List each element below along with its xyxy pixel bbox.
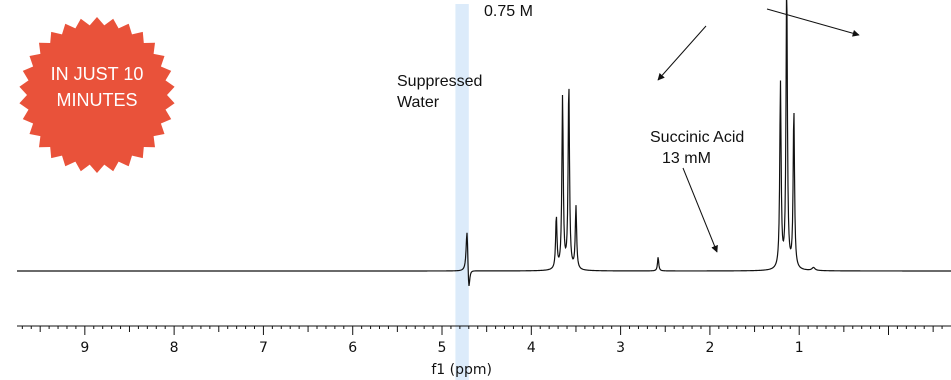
suppressed-water-highlight-band bbox=[455, 4, 469, 380]
promo-badge: IN JUST 10 MINUTES bbox=[19, 17, 175, 173]
spectrum-trace bbox=[17, 0, 951, 287]
x-tick-label: 3 bbox=[616, 340, 625, 356]
x-tick-label: 8 bbox=[170, 340, 179, 356]
x-tick-label: 5 bbox=[438, 340, 447, 356]
annotation-water-line-2: Water bbox=[397, 94, 440, 111]
annotation-ethanol-line-1: 0.75 M bbox=[484, 3, 533, 20]
annotation-succinic: Succinic Acid 13 mM bbox=[650, 129, 744, 253]
x-tick-label: 6 bbox=[348, 340, 357, 356]
x-tick-label: 4 bbox=[527, 340, 536, 356]
x-axis-tick-labels: 9 8 7 6 5 4 3 2 1 bbox=[80, 340, 803, 356]
annotation-water-line-1: Suppressed bbox=[397, 73, 482, 90]
x-tick-label: 7 bbox=[259, 340, 268, 356]
annotation-succinic-line-1: Succinic Acid bbox=[650, 129, 744, 146]
annotation-ethanol-arrow-a bbox=[657, 25, 707, 81]
x-tick-label: 9 bbox=[80, 340, 89, 356]
annotation-succinic-arrow bbox=[682, 167, 718, 253]
promo-badge-starburst bbox=[19, 17, 175, 173]
x-tick-label: 2 bbox=[705, 340, 714, 356]
x-tick-label: 1 bbox=[795, 340, 804, 356]
annotation-water: Suppressed Water bbox=[397, 73, 482, 111]
promo-badge-line-2: MINUTES bbox=[57, 90, 138, 110]
promo-badge-line-1: IN JUST 10 bbox=[51, 64, 144, 84]
x-axis-ticks bbox=[21, 326, 943, 335]
x-axis-title: f1 (ppm) bbox=[431, 362, 492, 378]
annotation-ethanol-arrow-b bbox=[766, 8, 860, 37]
annotation-succinic-line-2: 13 mM bbox=[662, 150, 711, 167]
annotation-ethanol: 0.75 M bbox=[484, 3, 860, 81]
